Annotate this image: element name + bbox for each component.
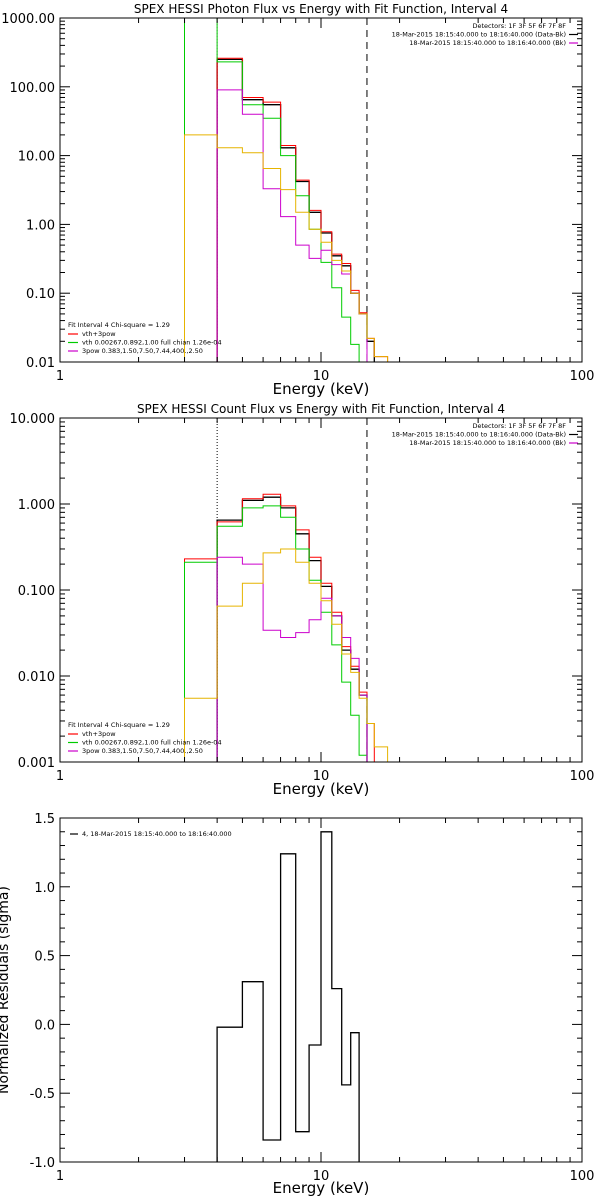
y-tick-label: 10.000 <box>10 412 56 427</box>
x-tick-label: 1 <box>56 1169 64 1184</box>
series-line-5 <box>184 548 400 762</box>
fit-info-header: Fit Interval 4 Chi-square = 1.29 <box>68 721 170 729</box>
y-tick-label: 100.00 <box>10 81 56 96</box>
legend-entry: 4, 18-Mar-2015 18:15:40.000 to 18:16:40.… <box>82 830 232 838</box>
legend-entry: 18-Mar-2015 18:15:40.000 to 18:16:40.000… <box>409 439 566 447</box>
y-tick-label: 1.000 <box>18 498 55 513</box>
chart-title: SPEX HESSI Photon Flux vs Energy with Fi… <box>134 2 508 16</box>
x-axis-label: Energy (keV) <box>273 1179 370 1197</box>
y-tick-label: 0.010 <box>18 670 55 685</box>
y-tick-label: -0.5 <box>30 1087 55 1102</box>
y-tick-label: 0.100 <box>18 584 55 599</box>
series-line-1 <box>216 496 368 762</box>
y-tick-label: 0.001 <box>18 756 55 771</box>
series-line-2 <box>184 493 375 762</box>
legend-entry: Detectors: 1F 3F 5F 6F 7F 8F <box>472 22 566 30</box>
fit-info-entry: 3pow 0.383,1.50,7.50,7.44,400.,2.50 <box>82 747 203 755</box>
y-axis-label: Normalized Residuals (sigma) <box>0 886 12 1094</box>
series-line-3 <box>184 18 368 362</box>
legend-entry: 18-Mar-2015 18:15:40.000 to 18:16:40.000… <box>392 31 566 39</box>
x-tick-label: 10 <box>313 1169 330 1184</box>
series-line-1 <box>216 831 360 1162</box>
legend: Detectors: 1F 3F 5F 6F 7F 8F18-Mar-2015 … <box>392 422 578 447</box>
y-tick-label: 1.0 <box>34 881 55 896</box>
x-tick-label: 100 <box>570 769 595 784</box>
fit-info: Fit Interval 4 Chi-square = 1.29vth+3pow… <box>68 721 222 755</box>
fit-info-entry: vth 0.00267,0.892,1.00 full chian 1.26e-… <box>82 339 222 347</box>
y-tick-label: 0.10 <box>26 287 55 302</box>
fit-info: Fit Interval 4 Chi-square = 1.29vth+3pow… <box>68 321 222 355</box>
chart-panel-1: SPEX HESSI Photon Flux vs Energy with Fi… <box>1 2 594 398</box>
x-tick-label: 1 <box>56 369 64 384</box>
series-line-3 <box>184 505 368 762</box>
fit-info-entry: vth 0.00267,0.892,1.00 full chian 1.26e-… <box>82 739 222 747</box>
chart-panel-2: SPEX HESSI Count Flux vs Energy with Fit… <box>10 402 595 798</box>
chart-panel-3: 1 10 100 -1.0 -0.5 0.0 0.5 1.0 1.5 Energy (keV) No… <box>0 812 594 1197</box>
plot-frame <box>59 17 583 363</box>
fit-info-header: Fit Interval 4 Chi-square = 1.29 <box>68 321 170 329</box>
x-tick-label: 1 <box>56 769 64 784</box>
legend: 4, 18-Mar-2015 18:15:40.000 to 18:16:40.… <box>70 830 232 838</box>
x-axis-label: Energy (keV) <box>273 780 370 798</box>
y-tick-label: 1000.00 <box>1 12 55 27</box>
chart-title: SPEX HESSI Count Flux vs Energy with Fit… <box>137 402 505 416</box>
fit-info-entry: vth+3pow <box>82 730 116 738</box>
series-line-4 <box>216 556 368 762</box>
fit-info-entry: 3pow 0.383,1.50,7.50,7.44,400.,2.50 <box>82 347 203 355</box>
y-tick-label: 1.00 <box>26 218 55 233</box>
series-line-5 <box>184 134 401 362</box>
series-line-4 <box>216 89 368 362</box>
legend: Detectors: 1F 3F 5F 6F 7F 8F18-Mar-2015 … <box>392 22 578 47</box>
x-tick-label: 100 <box>570 369 595 384</box>
y-tick-label: 0.5 <box>34 950 55 965</box>
y-tick-label: 1.5 <box>34 812 55 827</box>
y-tick-label: 0.0 <box>34 1018 55 1033</box>
y-tick-label: 10.00 <box>18 150 55 165</box>
x-tick-label: 10 <box>313 369 330 384</box>
legend-entry: 18-Mar-2015 18:15:40.000 to 18:16:40.000… <box>392 431 566 439</box>
x-axis-label: Energy (keV) <box>273 380 370 398</box>
y-tick-label: -1.0 <box>30 1156 55 1171</box>
legend-entry: 18-Mar-2015 18:15:40.000 to 18:16:40.000… <box>409 39 566 47</box>
fit-info-entry: vth+3pow <box>82 330 116 338</box>
legend-entry: Detectors: 1F 3F 5F 6F 7F 8F <box>472 422 566 430</box>
x-tick-label: 100 <box>570 1169 595 1184</box>
y-tick-label: 0.01 <box>26 356 55 371</box>
x-tick-label: 10 <box>313 769 330 784</box>
